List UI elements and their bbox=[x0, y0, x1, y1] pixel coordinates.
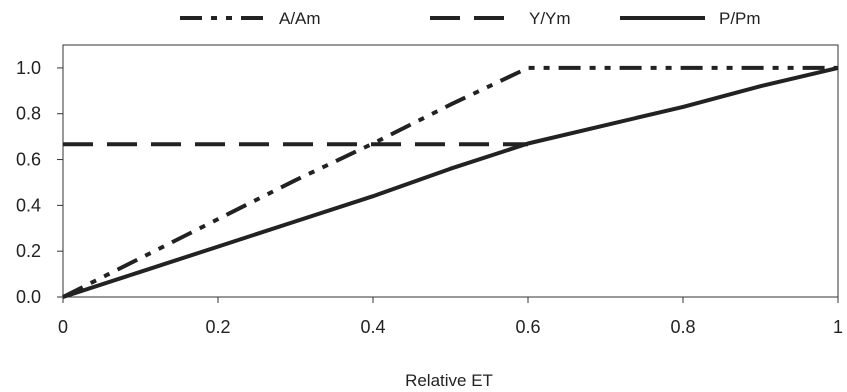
y-tick-label: 0.6 bbox=[16, 150, 41, 170]
x-axis-title: Relative ET bbox=[405, 371, 493, 390]
x-tick-label: 1 bbox=[833, 317, 843, 337]
legend-label: Y/Ym bbox=[529, 9, 571, 28]
legend-label: P/Pm bbox=[719, 9, 761, 28]
y-tick-label: 0.0 bbox=[16, 287, 41, 307]
plot-frame bbox=[62, 44, 839, 298]
x-tick-label: 0.2 bbox=[205, 317, 230, 337]
series-line-p-pm bbox=[62, 65, 839, 299]
y-tick-label: 0.4 bbox=[16, 195, 41, 215]
series-line-a-am bbox=[62, 65, 838, 299]
x-tick-label: 0.6 bbox=[515, 317, 540, 337]
x-tick-label: 0.8 bbox=[670, 317, 695, 337]
x-axis-ticks: 0 0.2 0.4 0.6 0.8 1 bbox=[58, 297, 843, 337]
y-tick-label: 0.2 bbox=[16, 241, 41, 261]
legend: A/Am Y/Ym P/Pm bbox=[180, 9, 761, 28]
x-tick-label: 0 bbox=[58, 317, 68, 337]
x-tick-label: 0.4 bbox=[360, 317, 385, 337]
legend-label: A/Am bbox=[279, 9, 321, 28]
y-axis-ticks: 0.0 0.2 0.4 0.6 0.8 1.0 bbox=[16, 58, 63, 307]
y-tick-label: 1.0 bbox=[16, 58, 41, 78]
plot-axes bbox=[62, 44, 839, 298]
series-lines bbox=[62, 65, 839, 299]
y-tick-label: 0.8 bbox=[16, 104, 41, 124]
